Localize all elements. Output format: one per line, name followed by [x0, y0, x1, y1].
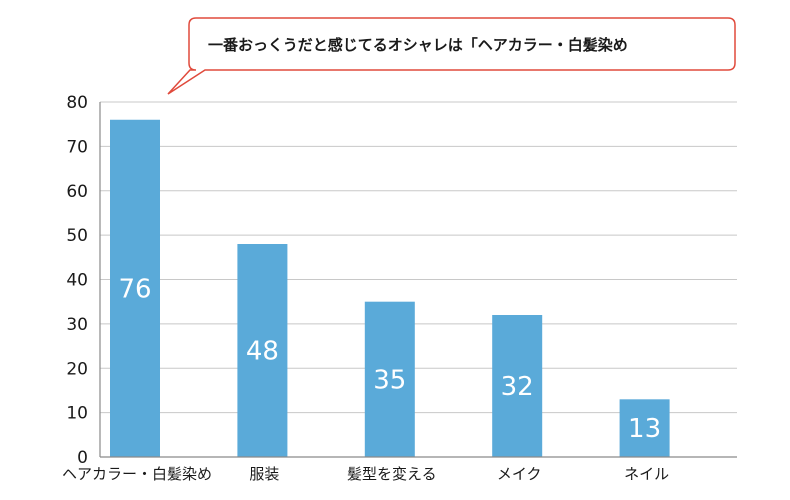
bars: 76 48 35 32 13 — [110, 119, 670, 457]
y-tick-label: 60 — [66, 182, 88, 202]
y-tick-label: 10 — [66, 404, 88, 424]
y-tick-label: 20 — [66, 359, 88, 379]
bar — [237, 244, 288, 457]
grid — [100, 101, 737, 414]
data-label: 35 — [373, 365, 406, 395]
x-category-label: 髪型を変える — [347, 465, 437, 483]
x-category-label: 服装 — [249, 465, 279, 483]
callout-bubble — [167, 17, 736, 95]
x-category-label: ネイル — [624, 465, 669, 483]
y-tick-label: 40 — [66, 271, 88, 291]
axes: 0 10 20 30 40 50 60 70 80 ヘアカラー・白髪染め 服装 髪型を変える メイク ネイ… — [62, 93, 737, 483]
callout-text: 一番おっくうだと感じてるオシャレは「ヘアカラー・白髪染め — [208, 36, 628, 54]
y-tick-label: 80 — [66, 93, 88, 113]
data-label: 48 — [246, 337, 279, 367]
x-category-label: ヘアカラー・白髪染め — [62, 465, 212, 483]
bar — [492, 315, 543, 457]
data-label: 32 — [501, 372, 534, 402]
x-category-label: メイク — [497, 465, 542, 483]
y-tick-label: 0 — [77, 448, 88, 468]
bar — [619, 399, 670, 457]
data-label: 13 — [628, 414, 661, 444]
data-label: 76 — [118, 274, 151, 304]
bar — [364, 301, 415, 457]
y-tick-label: 30 — [66, 315, 88, 335]
bar — [110, 119, 160, 457]
y-tick-label: 50 — [66, 226, 88, 246]
callout: 一番おっくうだと感じてるオシャレは「ヘアカラー・白髪染め — [167, 17, 736, 95]
y-tick-label: 70 — [66, 137, 88, 157]
